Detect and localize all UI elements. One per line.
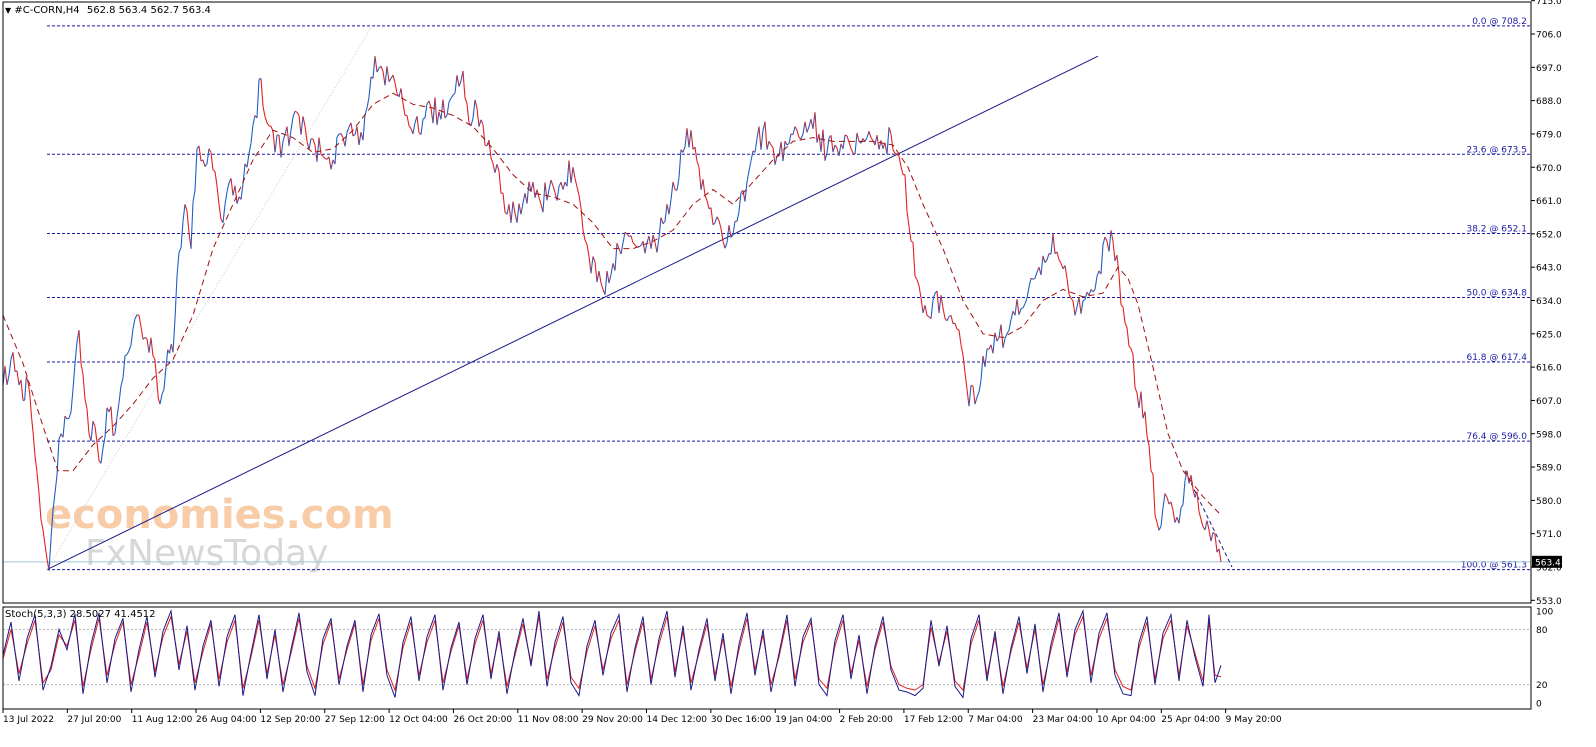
- price-segment: [1021, 308, 1023, 309]
- x-tick-label: 27 Jul 20:00: [67, 715, 121, 725]
- y-tick-label: 670.0: [1536, 164, 1562, 174]
- x-tick-label: 10 Apr 04:00: [1097, 715, 1156, 725]
- chart-header: ▼ #C-CORN,H4 562.8 563.4 562.7 563.4: [5, 5, 211, 16]
- stoch-axis-label: 0: [1536, 700, 1542, 710]
- x-tick-label: 14 Dec 12:00: [647, 715, 708, 725]
- stoch-axis-label: 20: [1536, 681, 1548, 691]
- x-tick-label: 23 Mar 04:00: [1033, 715, 1093, 725]
- price-segment: [1083, 300, 1085, 301]
- fib-level-label: 50.0 @ 634.8: [1466, 289, 1527, 299]
- x-tick-label: 13 Jul 2022: [3, 715, 54, 725]
- x-tick-label: 11 Nov 08:00: [518, 715, 579, 725]
- fib-level-label: 61.8 @ 617.4: [1466, 353, 1527, 363]
- y-tick-label: 607.0: [1536, 397, 1562, 407]
- y-tick-label: 643.0: [1536, 264, 1562, 274]
- x-tick-label: 11 Aug 12:00: [132, 715, 193, 725]
- y-tick-label: 688.0: [1536, 97, 1562, 107]
- x-tick-label: 30 Dec 16:00: [711, 715, 772, 725]
- y-tick-label: 598.0: [1536, 430, 1562, 440]
- ohlc-values: 562.8 563.4 562.7 563.4: [87, 5, 211, 16]
- stochastic-text: Stoch(5,3,3) 28.5027 41.4512: [5, 609, 156, 620]
- fib-level-label: 38.2 @ 652.1: [1466, 225, 1527, 235]
- y-tick-label: 697.0: [1536, 64, 1562, 74]
- price-segment: [67, 418, 69, 419]
- current-price-label: 563.4: [1535, 558, 1561, 568]
- y-tick-label: 571.0: [1536, 530, 1562, 540]
- y-tick-label: 634.0: [1536, 297, 1562, 307]
- stoch-axis-label: 80: [1536, 626, 1548, 636]
- y-tick-label: 625.0: [1536, 330, 1562, 340]
- x-tick-label: 2 Feb 20:00: [840, 715, 894, 725]
- x-tick-label: 12 Sep 20:00: [260, 715, 320, 725]
- x-tick-label: 9 May 20:00: [1226, 715, 1282, 725]
- watermark-line2: FxNewsToday: [85, 533, 328, 574]
- y-tick-label: 553.0: [1536, 597, 1562, 607]
- price-segment: [845, 135, 847, 136]
- y-tick-label: 589.0: [1536, 464, 1562, 474]
- x-tick-label: 27 Sep 12:00: [325, 715, 385, 725]
- x-tick-label: 19 Jan 04:00: [775, 715, 832, 725]
- x-tick-label: 7 Mar 04:00: [968, 715, 1023, 725]
- dropdown-arrow-icon[interactable]: ▼: [5, 6, 11, 15]
- watermark-line1: economies.com: [45, 492, 394, 538]
- stochastic-label: Stoch(5,3,3) 28.5027 41.4512: [5, 609, 156, 620]
- x-tick-label: 26 Aug 04:00: [196, 715, 257, 725]
- y-tick-label: 715.0: [1536, 0, 1562, 7]
- y-tick-label: 679.0: [1536, 130, 1562, 140]
- y-tick-label: 706.0: [1536, 31, 1562, 41]
- stoch-axis-label: 100: [1536, 608, 1553, 618]
- symbol-label: #C-CORN,H4: [14, 5, 79, 16]
- y-tick-label: 616.0: [1536, 364, 1562, 374]
- y-tick-label: 652.0: [1536, 230, 1562, 240]
- fib-level-label: 23.6 @ 673.5: [1466, 145, 1527, 155]
- y-tick-label: 580.0: [1536, 497, 1562, 507]
- fib-level-label: 76.4 @ 596.0: [1466, 432, 1527, 442]
- x-tick-label: 12 Oct 04:00: [389, 715, 448, 725]
- x-tick-label: 26 Oct 20:00: [453, 715, 512, 725]
- fib-level-label: 0.0 @ 708.2: [1472, 17, 1527, 27]
- x-tick-label: 25 Apr 04:00: [1161, 715, 1220, 725]
- x-tick-label: 29 Nov 20:00: [582, 715, 643, 725]
- x-tick-label: 17 Feb 12:00: [904, 715, 963, 725]
- price-segment: [137, 315, 139, 316]
- y-tick-label: 661.0: [1536, 197, 1562, 207]
